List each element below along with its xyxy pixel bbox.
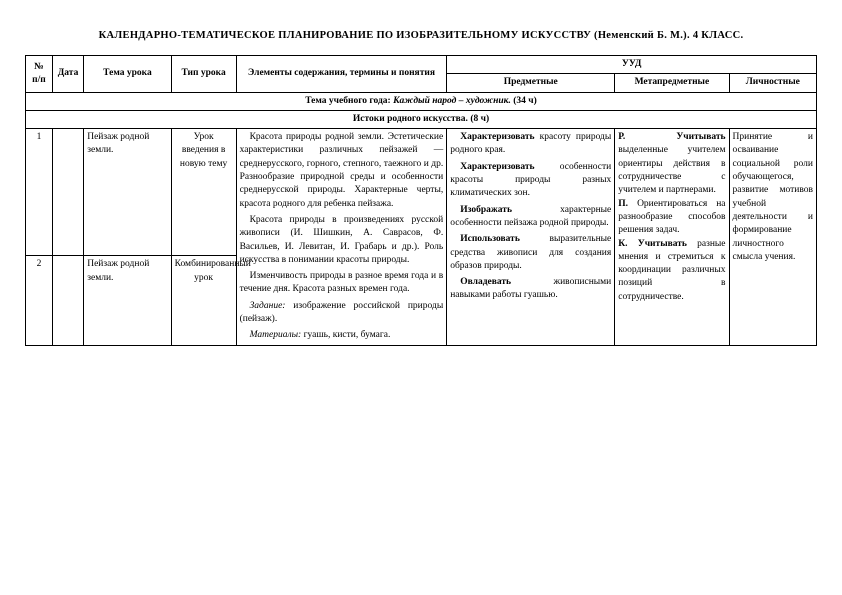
elements-p3: Изменчивость природы в разное время года… [240,270,444,297]
cell-pers: Принятие и осваивание социальной роли об… [729,129,816,345]
cell-topic: Пейзаж родной земли. [84,256,171,345]
pred-kw2: Характеризовать [460,162,534,172]
mat-label: Материалы: [250,330,302,340]
pred-kw1: Характеризовать [460,132,534,142]
col-head-topic: Тема урока [84,56,171,93]
year-theme-hours: (34 ч) [513,96,537,106]
cell-type: Урок введения в новую тему [171,129,236,256]
col-head-meta: Метапредметные [615,74,729,92]
col-head-pred: Предметные [447,74,615,92]
meta-r-label: Р. [618,132,625,142]
year-theme-label: Тема учебного года: [305,96,391,106]
col-head-elements: Элементы содержания, термины и понятия [236,56,447,93]
meta-p-text: Ориентироваться на разнообразие способов… [618,199,725,236]
meta-p-label: П. [618,199,628,209]
task-label: Задание: [250,301,286,311]
section-name: Истоки родного искусства. [353,114,468,124]
col-head-num: № п/п [26,56,53,93]
elements-p2: Красота природы в произведениях русской … [240,214,444,267]
cell-date [52,129,83,256]
cell-topic: Пейзаж родной земли. [84,129,171,256]
section-hours: (8 ч) [470,114,489,124]
cell-type: Комбинированный урок [171,256,236,345]
planning-table: № п/п Дата Тема урока Тип урока Элементы… [25,55,817,346]
year-theme-row: Тема учебного года: Каждый народ – худож… [26,92,817,110]
meta-k-label: К. [618,239,627,249]
cell-date [52,256,83,345]
cell-pred: Характеризовать красоту природы родного … [447,129,615,345]
cell-num: 2 [26,256,53,345]
page-title: КАЛЕНДАРНО-ТЕМАТИЧЕСКОЕ ПЛАНИРОВАНИЕ ПО … [25,30,817,41]
pred-kw3: Изображать [460,205,512,215]
col-head-uud: УУД [447,56,817,74]
elements-p1: Красота природы родной земли. Эстетическ… [240,131,444,211]
meta-r-kw: Учитывать [676,132,725,142]
table-row: 1 Пейзаж родной земли. Урок введения в н… [26,129,817,256]
meta-r-text: выделенные учителем ориентиры действия в… [618,145,725,195]
year-theme-name: Каждый народ – художник. [393,96,511,106]
cell-num: 1 [26,129,53,256]
col-head-type: Тип урока [171,56,236,93]
cell-elements: Красота природы родной земли. Эстетическ… [236,129,447,345]
section-row: Истоки родного искусства. (8 ч) [26,110,817,128]
mat-text: гуашь, кисти, бумага. [301,330,390,340]
pred-kw4: Использовать [460,234,520,244]
col-head-pers: Личностные [729,74,816,92]
cell-meta: Р. Учитывать выделенные учителем ориенти… [615,129,729,345]
meta-k-kw: Учитывать [638,239,687,249]
pred-kw5: Овладевать [460,277,511,287]
col-head-date: Дата [52,56,83,93]
